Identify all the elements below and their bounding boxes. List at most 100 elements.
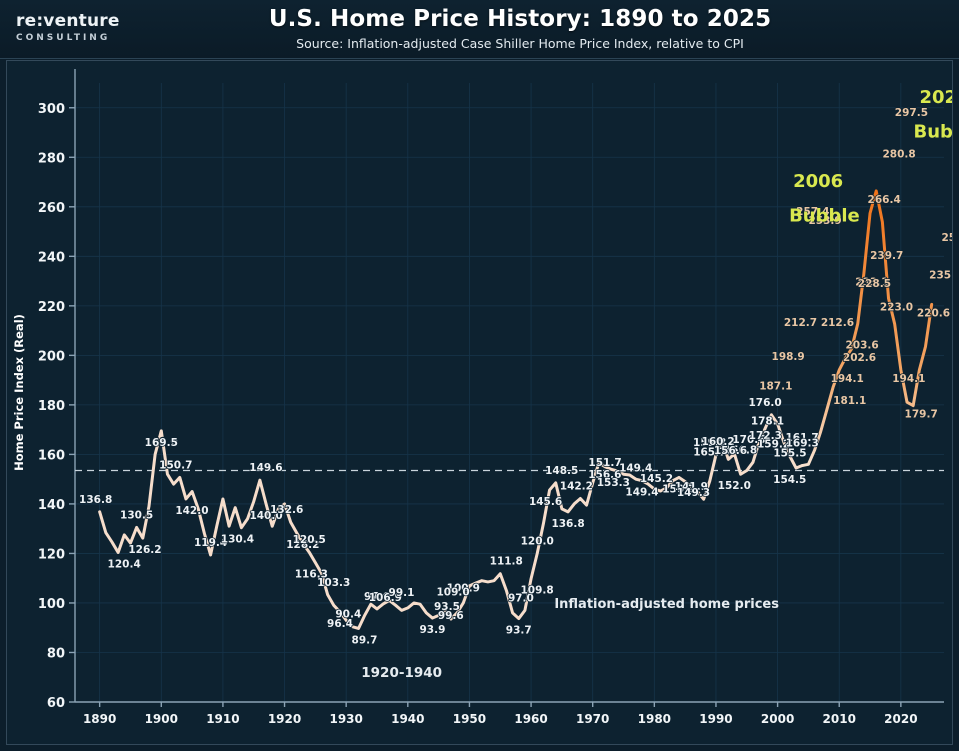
x-tick-label: 1970: [576, 712, 609, 726]
data-point-label: 156.6: [714, 445, 747, 457]
data-point-label: 128.2: [286, 539, 319, 551]
y-tick-label: 180: [38, 399, 65, 414]
data-point-label: 194.1: [892, 373, 925, 385]
data-point-label: 100.9: [447, 583, 480, 595]
data-point-label: 130.4: [221, 534, 254, 546]
x-tick-label: 1980: [638, 712, 671, 726]
title-block: U.S. Home Price History: 1890 to 2025 So…: [170, 6, 870, 51]
data-point-label: 228.5: [858, 278, 891, 290]
y-tick-label: 140: [38, 498, 65, 513]
y-tick-label: 240: [38, 250, 65, 265]
x-tick-label: 2020: [884, 712, 917, 726]
data-point-label: 159.2: [757, 438, 790, 450]
data-point-label: 150.7: [662, 483, 695, 495]
data-point-label: 212.6: [821, 317, 854, 329]
line-chart-svg: 60 80 100 120 140 160 180 200 220 240 260 280 300 18…: [12, 69, 952, 726]
data-point-label: 149.6: [249, 462, 282, 474]
data-point-label: 142.0: [175, 505, 208, 517]
y-tick-label: 160: [38, 448, 65, 463]
data-point-label: 120.4: [108, 558, 141, 570]
data-point-label: 106.9: [369, 592, 402, 604]
x-tick-label: 1920: [268, 712, 301, 726]
x-tick-label: 2010: [823, 712, 856, 726]
y-tick-label: 60: [47, 696, 65, 711]
y-axis-title: Home Price Index (Real): [12, 314, 26, 471]
annotation-2006-bubble-line2: Bubble: [789, 206, 860, 227]
x-tick-label: 1940: [391, 712, 424, 726]
data-series-line: [98, 189, 934, 630]
data-point-label: 103.3: [317, 577, 350, 589]
data-point-label: 93.7: [506, 625, 532, 637]
data-point-label: 156.8: [724, 444, 757, 456]
data-point-label: 89.7: [352, 634, 378, 646]
data-point-label: 220.6: [917, 307, 950, 319]
x-tick-label: 1930: [329, 712, 362, 726]
logo-brand-text: re:venture: [16, 11, 120, 31]
data-point-label: 96.4: [327, 618, 353, 630]
data-point-label: 198.9: [772, 351, 805, 363]
data-point-label: 145.2: [640, 473, 673, 485]
data-point-label: 152.0: [718, 480, 751, 492]
data-point-label: 297.5: [895, 107, 928, 119]
data-point-label: 172.3: [749, 430, 782, 442]
annotation-2006-bubble-line1: 2006: [793, 171, 843, 192]
data-point-label: 116.3: [295, 569, 328, 581]
data-point-label: 170.6: [732, 434, 765, 446]
data-point-label: 111.8: [490, 556, 523, 568]
data-point-label: 159.8: [693, 437, 726, 449]
data-point-label: 109.0: [437, 587, 470, 599]
y-tick-label: 300: [38, 102, 65, 117]
data-point-label: 202.6: [843, 352, 876, 364]
data-point-label: 126.2: [128, 544, 161, 556]
data-point-label: 120.0: [521, 535, 554, 547]
data-point-label: 109.8: [520, 585, 553, 597]
data-point-label: 154.5: [773, 474, 806, 486]
chart-annotations: 2006 Bubble 2025 Bubble 1920-1940 Inflation-a…: [361, 87, 952, 681]
data-point-label: 149.4: [625, 487, 658, 499]
data-point-label: 239.7: [870, 250, 903, 262]
brand-logo: re:venture CONSULTING: [16, 11, 166, 43]
data-point-label: 141.9: [675, 481, 708, 493]
data-point-label: 99.6: [438, 610, 464, 622]
y-axis-ticks: 60 80 100 120 140 160 180 200 220 240 260 280 300: [38, 69, 76, 711]
data-point-label: 212.7: [784, 317, 817, 329]
data-point-label: 142.2: [560, 480, 593, 492]
annotation-inflation-note: Inflation-adjusted home prices: [554, 597, 779, 612]
annotation-2025-bubble-line1: 2025: [920, 87, 952, 108]
y-axis-title-text: Home Price Index (Real): [12, 314, 26, 471]
x-tick-label: 1910: [206, 712, 239, 726]
data-point-label: 176.0: [748, 397, 781, 409]
data-point-label: 130.5: [120, 509, 153, 521]
data-point-label: 155.5: [773, 448, 806, 460]
data-point-label: 93.5: [434, 601, 460, 613]
logo-subtitle-text: CONSULTING: [16, 32, 111, 43]
data-point-label: 136.8: [551, 518, 584, 530]
data-point-label: 90.4: [335, 609, 361, 621]
data-point-label: 97.6: [364, 591, 390, 603]
data-point-label: 97.0: [508, 592, 534, 604]
data-point-label: 149.3: [677, 487, 710, 499]
x-tick-label: 2000: [761, 712, 794, 726]
y-tick-label: 200: [38, 349, 65, 364]
y-tick-label: 260: [38, 201, 65, 216]
data-point-label: 160.2: [702, 436, 735, 448]
data-point-label: 160.0: [145, 436, 178, 448]
data-point-label: 179.7: [905, 409, 938, 421]
data-point-label: 181.1: [833, 395, 866, 407]
data-point-label: 165.7: [693, 446, 726, 458]
data-point-label: 233.1: [855, 276, 888, 288]
data-point-label: 136.8: [79, 494, 112, 506]
y-tick-label: 100: [38, 597, 65, 612]
data-point-label: 223.0: [880, 301, 913, 313]
data-point-label: 151.7: [588, 457, 621, 469]
x-tick-label: 1890: [83, 712, 116, 726]
data-point-label: 132.6: [270, 504, 303, 516]
data-point-label: 140.0: [249, 510, 282, 522]
data-point-label: 149.4: [619, 463, 652, 475]
chart-source-subtitle: Source: Inflation-adjusted Case Shiller …: [296, 36, 744, 51]
data-point-label: 169.5: [145, 437, 178, 449]
data-point-label: 178.1: [751, 416, 784, 428]
plot-area: 60 80 100 120 140 160 180 200 220 240 260 280 300 18…: [6, 60, 953, 745]
